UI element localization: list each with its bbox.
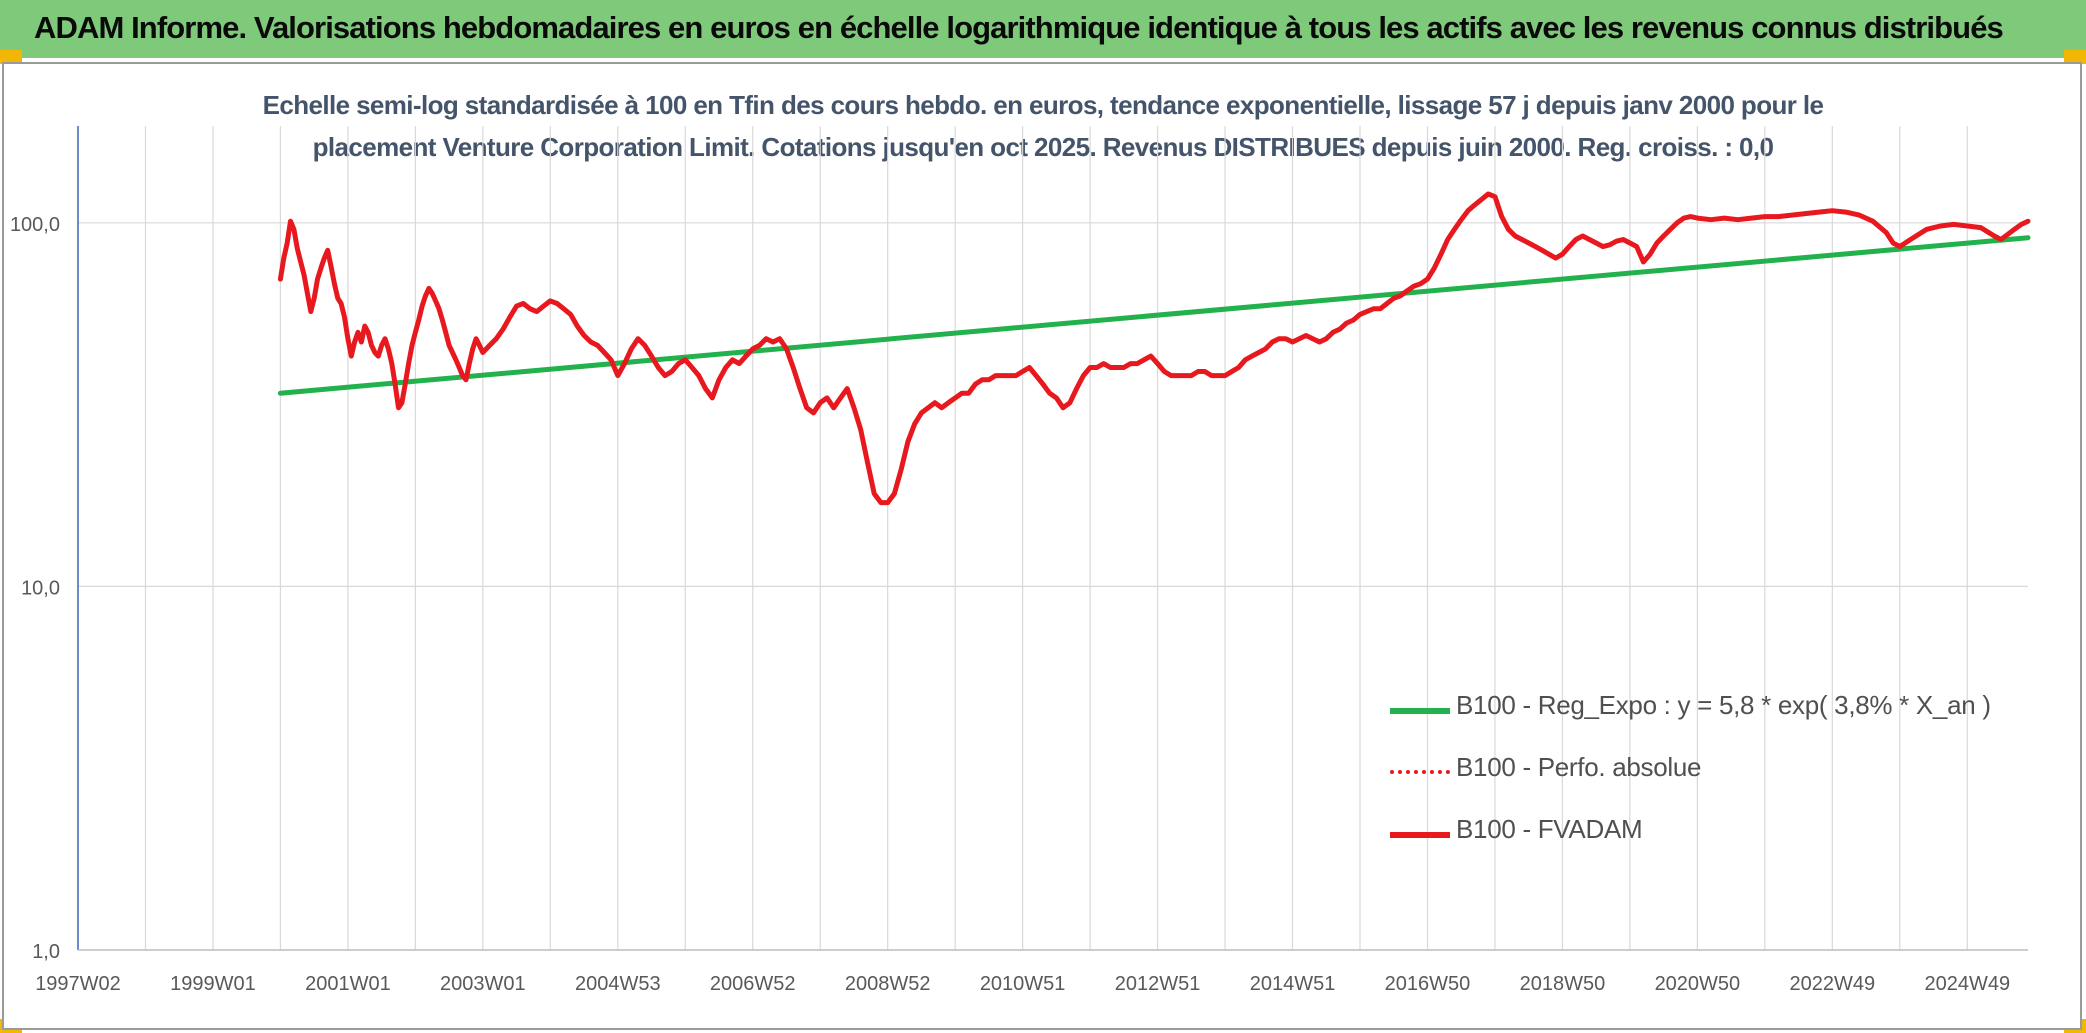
x-tick-label: 1999W01 bbox=[170, 973, 256, 995]
x-tick-label: 2010W51 bbox=[980, 973, 1066, 995]
x-tick-label: 2024W49 bbox=[1924, 973, 2010, 995]
legend-label-absolute: B100 - Perfo. absolue bbox=[1456, 752, 1702, 782]
x-tick-label: 2014W51 bbox=[1250, 973, 1336, 995]
y-tick-label: 10,0 bbox=[21, 577, 60, 599]
y-tick-label: 100,0 bbox=[10, 214, 60, 236]
y-tick-labels: 1,0 10,0 100,0 bbox=[10, 214, 60, 963]
corner-marker-top-left bbox=[0, 50, 22, 64]
grid-lines bbox=[77, 126, 2028, 951]
series-line-2 bbox=[277, 191, 2031, 506]
x-tick-label: 2012W51 bbox=[1115, 973, 1201, 995]
legend-swatch-trend bbox=[1390, 708, 1450, 714]
y-tick-label: 1,0 bbox=[32, 941, 60, 963]
x-tick-label: 2016W50 bbox=[1385, 973, 1471, 995]
legend-label-fvadam: B100 - FVADAM bbox=[1456, 814, 1643, 844]
legend-swatch-fvadam bbox=[1390, 832, 1450, 838]
report-title: ADAM Informe. Valorisations hebdomadaire… bbox=[34, 10, 2004, 45]
x-tick-label: 2006W52 bbox=[710, 973, 796, 995]
x-tick-label: 2004W53 bbox=[575, 973, 661, 995]
x-tick-label: 2022W49 bbox=[1790, 973, 1876, 995]
x-tick-label: 2008W52 bbox=[845, 973, 931, 995]
x-tick-label: 2001W01 bbox=[305, 973, 391, 995]
series-line-0 bbox=[277, 235, 2031, 396]
legend-label-trend: B100 - Reg_Expo : y = 5,8 * exp( 3,8% * … bbox=[1456, 690, 1991, 720]
x-tick-label: 2018W50 bbox=[1520, 973, 1606, 995]
x-tick-labels: 1997W02 1999W01 2001W01 2003W01 2004W53 2006W… bbox=[35, 973, 2010, 995]
corner-marker-top-right bbox=[2064, 50, 2086, 64]
chart-title-line-1: Echelle semi-log standardisée à 100 en T… bbox=[262, 90, 1824, 120]
x-tick-label: 1997W02 bbox=[35, 973, 121, 995]
x-tick-label: 2003W01 bbox=[440, 973, 526, 995]
chart-title-line-2: placement Venture Corporation Limit. Cot… bbox=[312, 132, 1774, 162]
series-lines bbox=[277, 191, 2031, 506]
axes bbox=[77, 126, 2028, 951]
legend-swatch-absolute bbox=[1390, 770, 1450, 774]
x-tick-label: 2020W50 bbox=[1655, 973, 1741, 995]
report-header-banner: ADAM Informe. Valorisations hebdomadaire… bbox=[0, 0, 2086, 58]
